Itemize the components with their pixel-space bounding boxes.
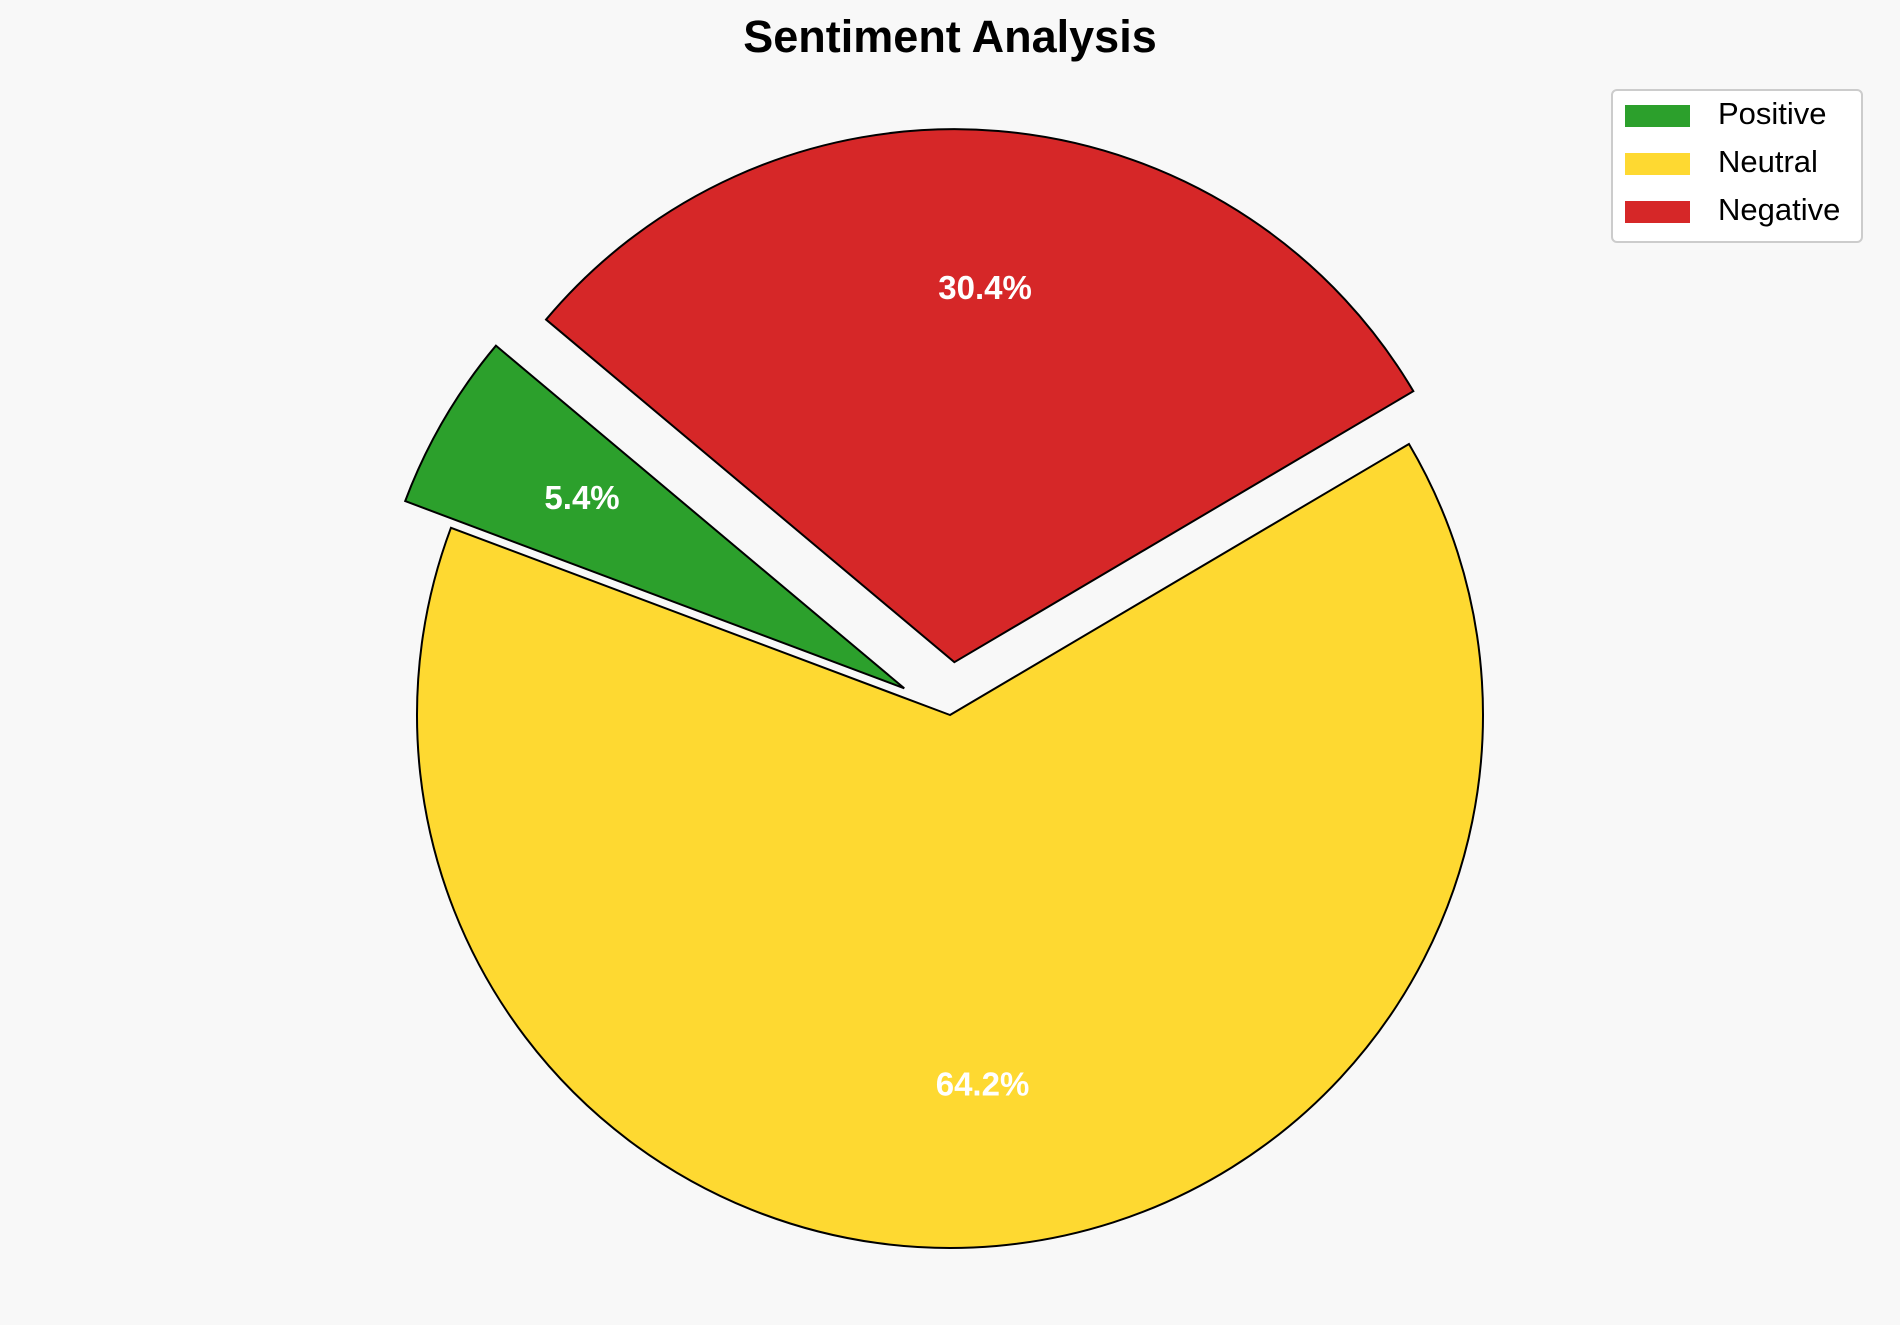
legend-swatch xyxy=(1625,153,1690,175)
legend-swatch xyxy=(1625,105,1690,127)
legend-swatch xyxy=(1625,201,1690,223)
legend-label: Neutral xyxy=(1718,144,1818,179)
pie-slice xyxy=(403,344,905,690)
chart-title: Sentiment Analysis xyxy=(743,11,1156,62)
pie-slice xyxy=(415,442,1484,1249)
slice-label: 64.2% xyxy=(936,1065,1030,1102)
legend-label: Positive xyxy=(1718,96,1827,131)
legend-label: Negative xyxy=(1718,192,1840,227)
slice-label: 5.4% xyxy=(544,479,619,516)
pie-slice xyxy=(544,128,1415,664)
slice-label: 30.4% xyxy=(938,269,1032,306)
